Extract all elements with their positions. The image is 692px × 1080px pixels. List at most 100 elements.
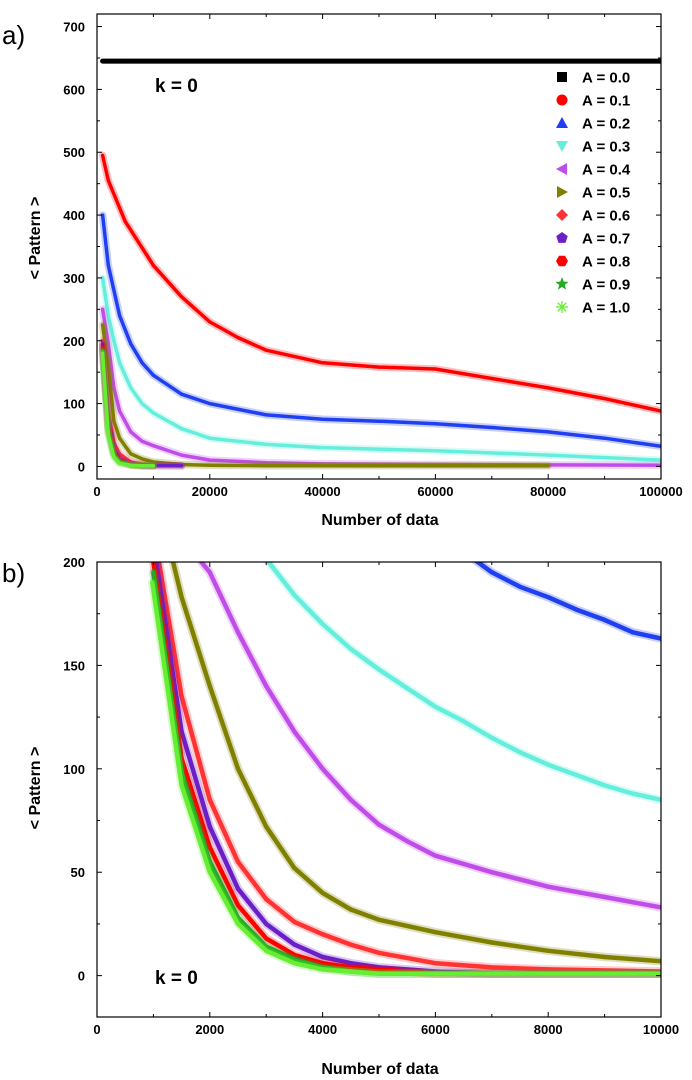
panel-a-series-a-0-2-point [106,263,110,267]
panel-b-series-a-0-5-point [264,824,269,829]
legend-marker-asterisk-icon [556,301,568,313]
panel-a-series-a-0-4-point [101,307,105,311]
panel-b-series-a-0-6-point [235,859,241,865]
panel-a-series-a-0-4-point [264,461,268,465]
panel-a-series-a-0-5-point [433,464,437,468]
panel-b-series-a-0-3-point [405,686,410,691]
legend-entry-a-0-6: A = 0.6 [556,208,630,225]
panel-b-series-a-0-3-point [320,621,325,627]
y-tick-label: 200 [63,334,85,349]
x-tick-label: 0 [93,484,100,499]
panel-a-y-axis-title: < Pattern > [27,197,44,280]
panel-a-series-a-0-5-point [151,460,155,464]
legend-label: A = 0.4 [582,162,631,179]
panel-a-series-a-1-0-point [101,351,105,355]
legend-label: A = 1.0 [582,300,630,317]
panel-a-series-a-1-0-point [112,455,116,459]
panel-b-series-a-0-3-point [546,762,551,767]
legend-marker-star-icon [555,277,569,290]
panel-b-series-a-0-6-point [179,694,184,699]
panel-b-series-a-0-5-point [489,940,494,945]
panel-a-series-a-0-3-point [101,276,105,280]
panel-b-series-a-0-4-point [264,683,269,689]
panel-a-series-a-0-2-point [546,430,550,434]
legend-marker-pentagon-icon [556,232,568,243]
panel-a-series-a-0-6-point [101,339,105,343]
panel-a-series-a-1-0-point [151,464,155,468]
y-tick-label: 600 [63,82,85,97]
legend-marker-hexagon-icon [556,255,568,267]
y-tick-label: 0 [78,969,85,984]
panel-a-series-a-0-1-line [100,153,661,413]
legend-entry-a-0-9: A = 0.9 [555,277,630,294]
panel-a-series-a-0-8-point [101,345,105,349]
panel-b-series-a-0-3-point [348,646,353,652]
y-tick-label: 0 [78,459,85,474]
panel-b-series-a-0-3-point [376,667,382,672]
panel-b-series-a-1-0-point [150,580,155,585]
panel-a-series-a-0-2-point [140,361,144,365]
panel-a-series-a-0-5-point [208,463,212,467]
legend-entry-a-0-5: A = 0.5 [557,185,630,202]
panel-b-series-a-0-5-point [602,954,607,960]
panel-a-series-a-0-7-point [180,464,184,468]
x-tick-label: 4000 [308,1022,337,1037]
panel-a-series-a-0-3-point [112,339,116,343]
legend-label: A = 0.2 [582,116,630,133]
panel-b-series-a-0-6-point [376,950,382,956]
panel-b-series-a-1-0-point [179,783,184,788]
panel-a-series-a-0-1-point [321,361,325,365]
x-tick-label: 10000 [643,1022,679,1037]
legend-marker-diamond-icon [556,209,568,221]
x-tick-label: 6000 [421,1022,450,1037]
panel-b-series-a-0-3-point [602,783,607,788]
panel-b-series-a-0-6-point [264,896,269,902]
legend-marker-triangle-up-icon [556,117,568,128]
panel-a-plot-area [98,58,661,470]
panel-b-series-a-0-3-point [258,550,262,554]
panel-b-series-a-0-4-point [320,766,325,771]
panel-b-series-a-0-8-point [235,903,241,908]
panel-a-series-a-0-2-point [101,213,105,217]
panel-b-series-a-1-0-point [207,870,212,875]
legend-label: A = 0.6 [582,208,630,225]
panel-b-series-a-0-3-point [461,719,466,724]
panel-a-series-a-0-5-point [106,364,110,368]
panel-a-series-a-0-1-point [603,397,607,401]
panel-b-series-a-0-3-point [489,735,494,740]
panel-b-series-a-1-0-point [264,948,269,953]
panel-a-series-a-0-2-error-band [98,211,661,451]
panel-b-series-a-0-7-point [207,824,212,829]
panel-b-series-a-0-2-point [546,595,551,600]
panel-b-series-a-0-8-point [348,965,353,970]
panel-b-series-a-0-8-point [292,952,297,958]
panel-a-series-a-1-0-point [140,464,144,468]
panel-b-series-a-0-7-point [320,954,325,960]
y-tick-label: 150 [63,658,85,673]
panel-b-series-a-0-9-point [292,956,297,962]
x-tick-label: 20000 [192,484,228,499]
panel-b-plot-area [148,550,661,978]
panel-b-series-a-0-2-line [473,562,661,641]
panel-b-series-a-0-4-line [199,562,661,910]
panel-a-series-a-0-3-point [208,436,212,440]
panel-a-series-a-0-5-point [129,452,133,456]
legend-label: A = 0.8 [582,254,630,271]
panel-a-series-a-0-2-point [321,417,325,421]
legend-marker-triangle-down-icon [556,141,568,152]
legend-entry-a-0-4: A = 0.4 [556,162,631,179]
panel-a-series-a-0-1-point [490,376,494,381]
y-tick-label: 100 [63,397,85,412]
panel-a-x-axis-title: Number of data [321,512,438,529]
panel-a-series-a-0-3-point [321,446,325,450]
panel-b-series-a-0-6-point [433,961,438,966]
legend-entry-a-0-8: A = 0.8 [556,254,630,271]
panel-b-series-a-0-6-point [207,797,212,802]
panel-a-series-a-0-1-point [151,263,155,267]
x-tick-label: 100000 [639,484,682,499]
panel-a-series-a-0-1-point [433,367,437,371]
panel-b-series-a-1-0-point [376,971,382,976]
legend-marker-triangle-left-icon [556,163,567,175]
legend-entry-a-0-1: A = 0.1 [556,93,630,110]
panel-a-series-a-0-4-point [118,409,122,413]
